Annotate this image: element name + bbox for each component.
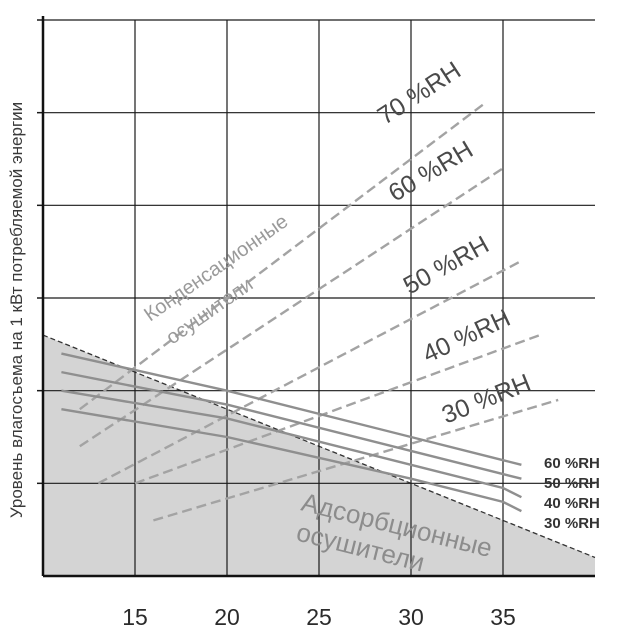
x-tick-label: 25 — [306, 604, 332, 630]
adsorption-line — [61, 408, 522, 513]
adsorption-series-label: 40 %RH — [544, 495, 600, 512]
condensation-line — [134, 333, 541, 485]
adsorption-series-label: 50 %RH — [544, 475, 600, 492]
adsorption-line — [61, 352, 522, 466]
y-axis-label: Уровень влагосъема на 1 кВт потребляемой… — [7, 102, 26, 518]
condensation-series-label: 70 %RH — [373, 56, 466, 130]
adsorption-series-label: 30 %RH — [544, 515, 600, 532]
x-tick-label: 15 — [122, 604, 148, 630]
condensation-series-label: 50 %RH — [399, 231, 494, 301]
condensation-line — [79, 167, 504, 448]
condensation-line — [97, 259, 522, 485]
condensation-series-label: 40 %RH — [419, 304, 515, 369]
x-tick-label: 30 — [398, 604, 424, 630]
x-tick-label: 35 — [490, 604, 516, 630]
condensation-line — [153, 398, 559, 522]
condensation-line — [79, 102, 486, 411]
x-tick-label: 20 — [214, 604, 240, 630]
adsorption-series-label: 60 %RH — [544, 455, 600, 472]
adsorption-line — [61, 370, 522, 480]
condensation-series-label: 60 %RH — [384, 135, 478, 207]
adsorption-line — [61, 389, 522, 499]
